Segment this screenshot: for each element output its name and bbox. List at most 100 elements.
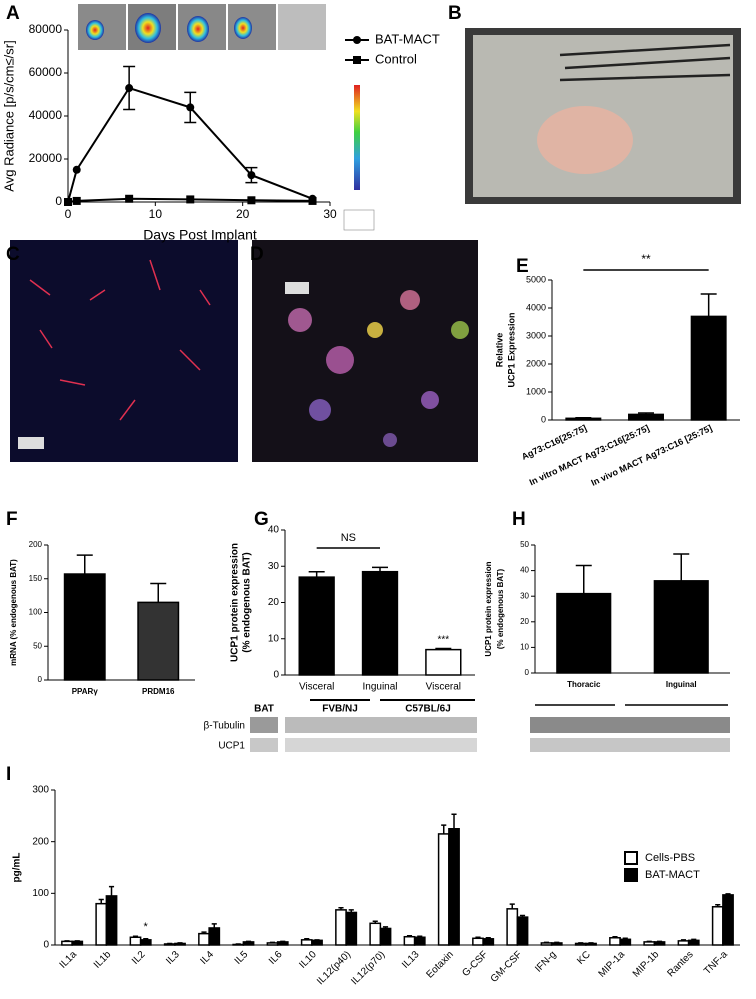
bar	[311, 939, 323, 946]
y-axis-label: (% endogenous BAT)	[242, 552, 253, 652]
error-bar	[382, 926, 389, 929]
x-tick-label: Rantes	[665, 949, 695, 979]
y-tick-label: 100	[29, 608, 43, 617]
y-tick-label: 0	[525, 668, 530, 677]
bar	[540, 942, 553, 946]
series-line	[67, 86, 313, 203]
x-tick-label: Visceral	[299, 682, 334, 693]
bar	[379, 927, 392, 946]
error-bar	[235, 943, 241, 945]
bar	[266, 942, 279, 946]
y-axis-label: pg/mL	[12, 853, 23, 883]
legend-marker	[353, 56, 361, 64]
x-tick-label: G-CSF	[460, 949, 490, 979]
x-tick-label: KC	[575, 949, 593, 967]
marker	[308, 196, 317, 205]
error-bar	[554, 941, 560, 944]
y-tick-label: 10	[520, 643, 529, 652]
x-tick-label: PPARγ	[72, 687, 99, 696]
y-tick-label: 30	[520, 591, 529, 600]
bar	[550, 942, 563, 946]
y-axis-label: Relative	[494, 333, 504, 368]
bar	[653, 941, 666, 946]
bar	[61, 940, 73, 946]
legend-swatch	[624, 851, 638, 865]
x-tick-label: IFN-g	[533, 949, 558, 974]
error-bar	[543, 941, 550, 944]
error-bar	[451, 813, 457, 829]
x-tick-label: MIP-1b	[631, 949, 662, 980]
error-bar	[575, 417, 592, 419]
y-tick-label: 300	[32, 785, 49, 796]
legend-label: BAT-MACT	[375, 31, 440, 46]
marker	[64, 198, 72, 206]
error-bar	[417, 935, 423, 938]
x-tick-label: IL12(p40)	[315, 949, 353, 987]
bar	[63, 573, 106, 681]
y-tick-label: 20	[268, 597, 280, 608]
x-tick-label: MIP-1a	[597, 949, 628, 980]
y-tick-label: 10	[268, 633, 280, 644]
bar	[516, 916, 529, 946]
bar	[653, 580, 709, 674]
panel-label: E	[516, 256, 529, 277]
x-tick-label: 0	[65, 207, 72, 221]
annotation: *	[143, 921, 148, 933]
error-bar	[314, 939, 320, 941]
blot-label: β-Tubulin	[203, 721, 245, 732]
bar	[105, 895, 118, 946]
y-tick-label: 0	[55, 194, 62, 208]
legend-label: BAT-MACT	[645, 869, 700, 881]
y-tick-label: 100	[32, 888, 49, 899]
x-tick-label: In vitro MACT Ag73:C16[25:75]	[528, 423, 651, 488]
error-bar	[406, 934, 413, 937]
panel-label: H	[512, 509, 526, 530]
panel-label: B	[448, 3, 462, 24]
error-bar	[150, 582, 167, 603]
error-bar	[348, 909, 354, 913]
y-tick-label: 40000	[29, 108, 63, 122]
bar	[335, 909, 347, 946]
y-axis-label: mRNA (% endogenous BAT)	[9, 559, 18, 666]
y-axis-label: Avg Radiance [p/s/cm≤/sr]	[1, 40, 16, 191]
bar	[690, 315, 727, 421]
bar	[643, 941, 656, 946]
marker	[186, 103, 195, 112]
legend-marker	[353, 36, 361, 44]
bar	[711, 906, 724, 946]
x-axis-label: Days Post Implant	[143, 227, 257, 243]
y-tick-label: 40	[268, 525, 280, 536]
x-tick-label: IL6	[267, 949, 285, 967]
y-tick-label: 4000	[526, 302, 546, 312]
panel-label: I	[6, 764, 11, 785]
bar	[619, 938, 632, 946]
bar	[198, 932, 210, 946]
error-bar	[201, 931, 207, 934]
micrograph-c	[10, 240, 238, 462]
x-tick-label: TNF-a	[702, 949, 730, 977]
y-tick-label: 60000	[29, 65, 63, 79]
error-bar	[308, 570, 325, 578]
panel-label: F	[6, 509, 18, 530]
bar	[556, 592, 612, 674]
error-bar	[74, 940, 80, 942]
error-bar	[167, 942, 173, 945]
bar	[565, 417, 602, 421]
error-bar	[435, 647, 452, 650]
error-bar	[578, 942, 584, 944]
bar	[208, 927, 221, 946]
panel-label: C	[6, 244, 20, 265]
bar	[609, 937, 621, 946]
error-bar	[108, 885, 115, 896]
error-bar	[372, 920, 378, 924]
x-tick-label: Eotaxin	[424, 949, 455, 980]
y-tick-label: 30	[268, 561, 280, 572]
marker	[72, 196, 81, 205]
bar	[276, 941, 289, 946]
x-tick-label: In vivo MACT Ag73:C16 [25:75]	[589, 423, 713, 488]
blot-label: UCP1	[218, 741, 245, 752]
bar	[139, 939, 152, 946]
bar	[472, 937, 484, 946]
bar	[403, 935, 416, 946]
marker	[247, 196, 256, 205]
